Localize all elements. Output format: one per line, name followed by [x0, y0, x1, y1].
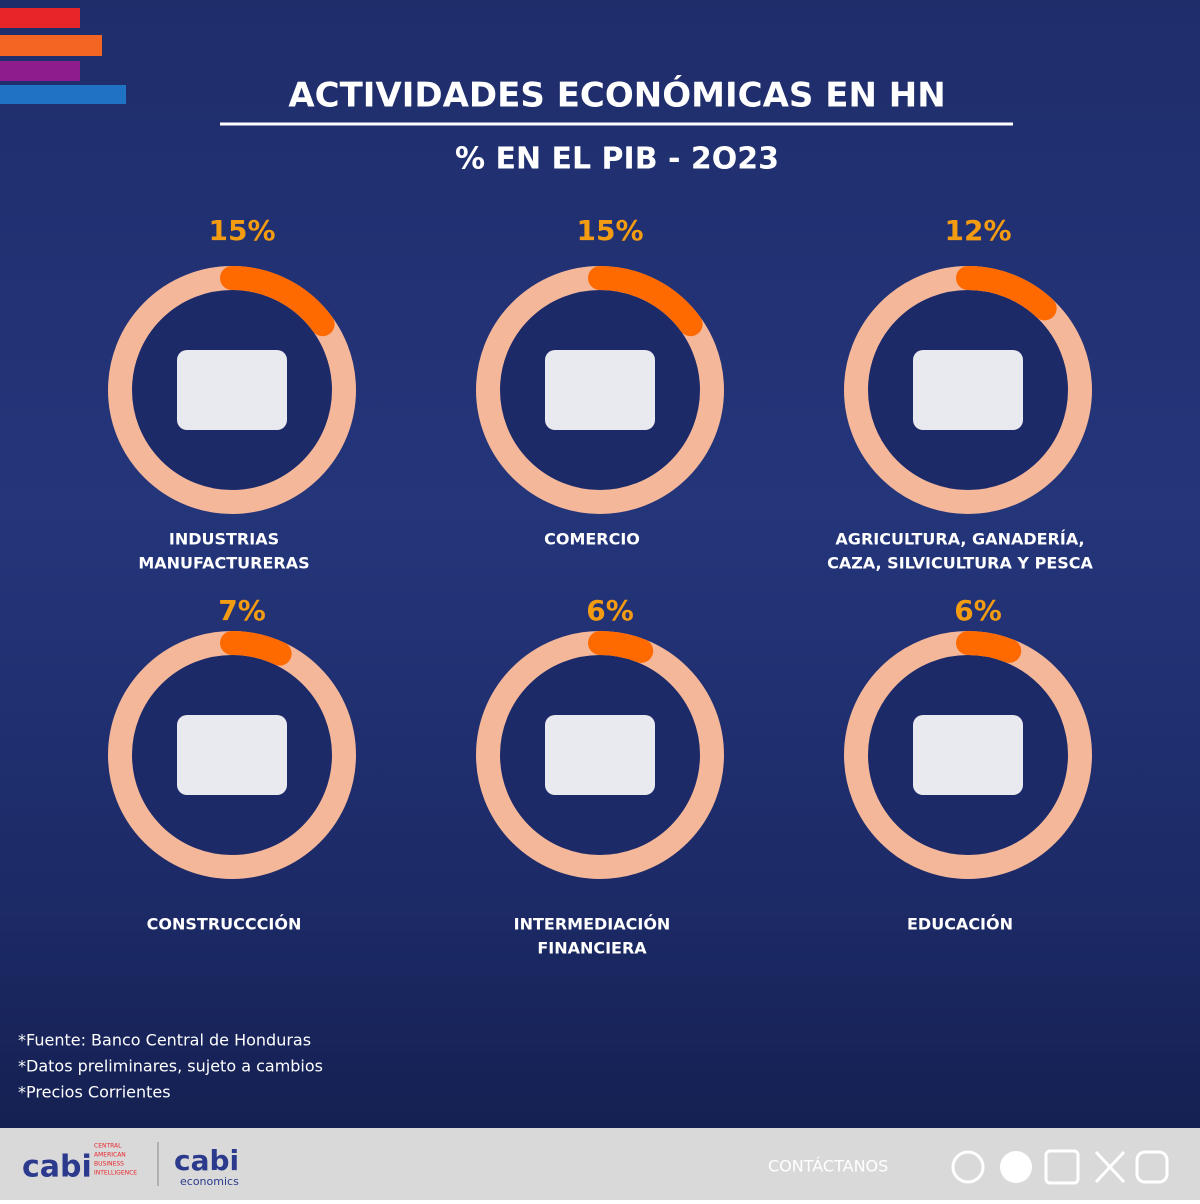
donut-arc — [956, 631, 1022, 663]
icon — [545, 350, 655, 430]
facebook-icon[interactable] — [1000, 1151, 1032, 1183]
category-label: CAZA, SILVICULTURA Y PESCA — [827, 554, 1093, 573]
donut-arc — [956, 266, 1057, 321]
percent-label: 12% — [944, 214, 1011, 247]
logo-tagline: BUSINESS — [94, 1161, 124, 1168]
category-label: COMERCIO — [544, 530, 640, 549]
category-label: EDUCACIÓN — [907, 915, 1013, 934]
logo-tagline: INTELLIGENCE — [94, 1170, 137, 1177]
note: *Precios Corrientes — [18, 1083, 171, 1102]
logo-tagline: CENTRAL — [94, 1143, 122, 1150]
logo2-sub: economics — [180, 1175, 239, 1188]
icon — [913, 350, 1023, 430]
donut-arc — [220, 266, 335, 337]
stripe — [0, 85, 126, 104]
donut-arc — [588, 631, 654, 663]
instagram-icon[interactable] — [1135, 1150, 1169, 1184]
percent-label: 7% — [218, 594, 266, 627]
background — [0, 0, 1200, 1128]
icon — [177, 350, 287, 430]
logo: cabi — [22, 1150, 92, 1185]
x-icon[interactable] — [1094, 1150, 1126, 1184]
contact: CONTÁCTANOS — [768, 1157, 888, 1176]
icon — [545, 715, 655, 795]
percent-label: 6% — [586, 594, 634, 627]
stripe — [0, 8, 80, 28]
percent-label: 15% — [208, 214, 275, 247]
logo2: cabi — [174, 1144, 239, 1177]
note: *Fuente: Banco Central de Honduras — [18, 1031, 311, 1050]
category-label: INTERMEDIACIÓN — [514, 915, 671, 934]
donut-arc — [588, 266, 703, 337]
percent-label: 15% — [576, 214, 643, 247]
subtitle: % EN EL PIB - 2O23 — [455, 142, 779, 177]
stripe — [0, 61, 80, 81]
percent-label: 6% — [954, 594, 1002, 627]
icon — [177, 715, 287, 795]
stripe — [0, 35, 102, 56]
web-icon[interactable] — [951, 1150, 985, 1184]
category-label: CONSTRUCCCIÓN — [147, 915, 302, 934]
category-label: MANUFACTURERAS — [138, 554, 309, 573]
linkedin-icon[interactable] — [1044, 1149, 1080, 1185]
icon — [913, 715, 1023, 795]
donut-arc — [220, 631, 292, 666]
title: ACTIVIDADES ECONÓMICAS EN HN — [288, 75, 945, 116]
note: *Datos preliminares, sujeto a cambios — [18, 1057, 323, 1076]
category-label: INDUSTRIAS — [169, 530, 279, 549]
category-label: AGRICULTURA, GANADERÍA, — [835, 530, 1084, 549]
category-label: FINANCIERA — [537, 939, 647, 958]
footer-bar — [0, 1128, 1200, 1200]
logo-tagline: AMERICAN — [94, 1152, 126, 1159]
